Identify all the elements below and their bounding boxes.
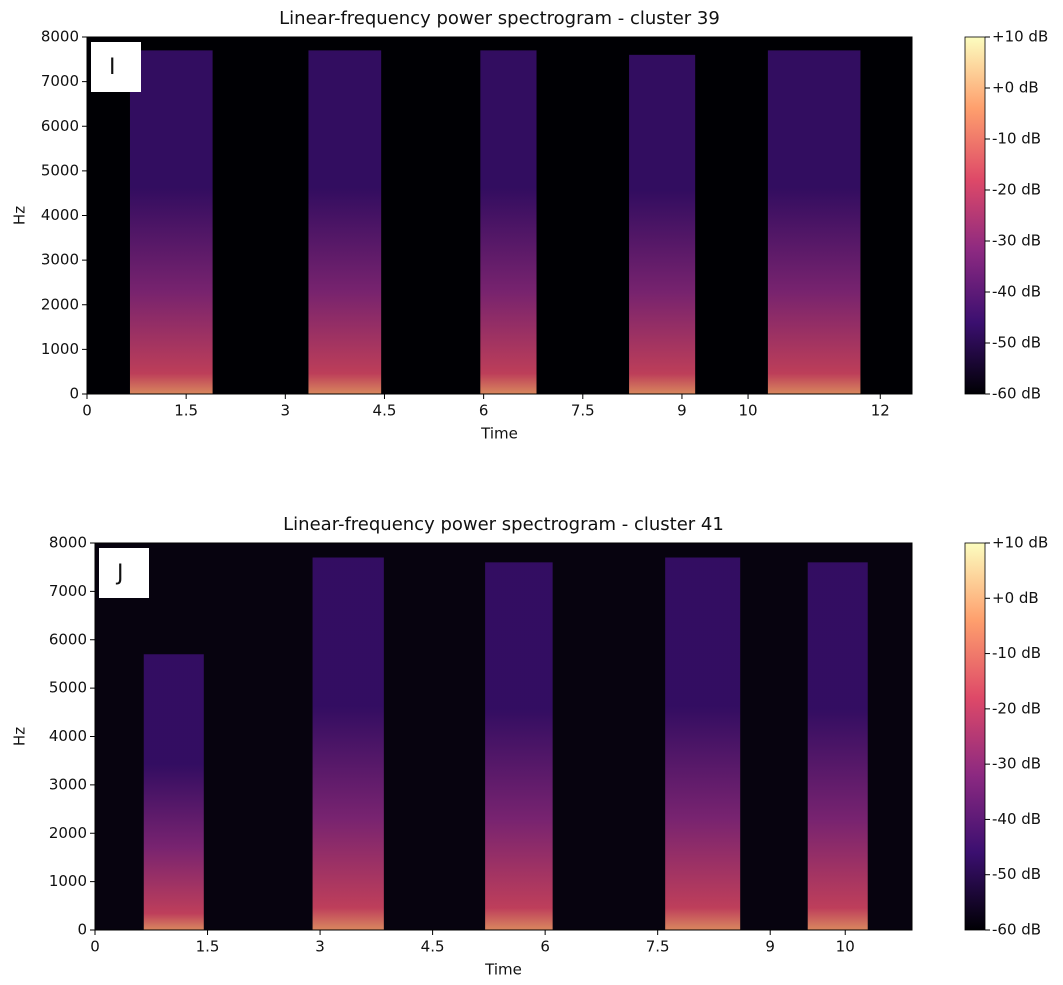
y-tick-label: 6000 bbox=[41, 117, 79, 135]
y-tick-label: 8000 bbox=[41, 28, 79, 46]
panel-label-bg bbox=[91, 42, 141, 92]
y-tick-label: 2000 bbox=[41, 295, 79, 313]
panel-label: I bbox=[109, 55, 116, 80]
colorbar-tick-label: -10 dB bbox=[992, 644, 1041, 662]
x-tick-label: 0 bbox=[82, 402, 92, 420]
colorbar-tick-label: -50 dB bbox=[992, 865, 1041, 883]
y-tick-label: 1000 bbox=[49, 872, 87, 890]
x-tick-label: 3 bbox=[315, 938, 325, 956]
y-axis-label: Hz bbox=[11, 206, 29, 225]
colorbar-tick-label: +10 dB bbox=[992, 28, 1048, 46]
panel-label: J bbox=[115, 561, 124, 586]
syllable bbox=[308, 50, 382, 394]
colorbar-tick-label: -10 dB bbox=[992, 130, 1041, 148]
x-tick-label: 12 bbox=[871, 402, 890, 420]
y-tick-label: 4000 bbox=[49, 727, 87, 745]
panel-label-box: I bbox=[91, 42, 141, 92]
colorbar-tick-label: -20 dB bbox=[992, 699, 1041, 717]
colorbar-tick-label: -30 dB bbox=[992, 232, 1041, 250]
y-tick-label: 3000 bbox=[49, 775, 87, 793]
x-tick-label: 4.5 bbox=[373, 402, 397, 420]
y-tick-label: 1000 bbox=[41, 340, 79, 358]
y-tick-label: 2000 bbox=[49, 824, 87, 842]
colorbar-tick-label: +10 dB bbox=[992, 534, 1048, 552]
syllable bbox=[629, 54, 696, 394]
syllable bbox=[312, 557, 384, 930]
panel-label-box: J bbox=[99, 548, 149, 598]
syllable bbox=[480, 50, 537, 394]
y-tick-label: 7000 bbox=[49, 582, 87, 600]
y-tick-label: 0 bbox=[77, 921, 87, 939]
x-tick-label: 3 bbox=[281, 402, 291, 420]
y-axis-label: Hz bbox=[11, 727, 29, 746]
syllable bbox=[767, 50, 861, 394]
x-tick-label: 6 bbox=[540, 938, 550, 956]
colorbar-tick-label: -40 dB bbox=[992, 283, 1041, 301]
colorbar-tick-label: +0 dB bbox=[992, 79, 1039, 97]
x-tick-label: 4.5 bbox=[421, 938, 445, 956]
colorbar-tick-label: -20 dB bbox=[992, 181, 1041, 199]
x-tick-label: 10 bbox=[836, 938, 855, 956]
chart-title: Linear-frequency power spectrogram - clu… bbox=[283, 514, 724, 535]
y-tick-label: 6000 bbox=[49, 630, 87, 648]
x-tick-label: 7.5 bbox=[646, 938, 670, 956]
syllable bbox=[485, 562, 553, 930]
syllable bbox=[143, 654, 204, 930]
colorbar-tick-label: -60 dB bbox=[992, 385, 1041, 403]
x-tick-label: 6 bbox=[479, 402, 489, 420]
y-tick-label: 0 bbox=[69, 385, 79, 403]
colorbar-tick-label: -30 dB bbox=[992, 755, 1041, 773]
x-tick-label: 7.5 bbox=[571, 402, 595, 420]
syllable bbox=[665, 557, 741, 930]
x-axis-label: Time bbox=[480, 425, 518, 443]
y-tick-label: 4000 bbox=[41, 206, 79, 224]
panel-label-bg bbox=[99, 548, 149, 598]
x-tick-label: 0 bbox=[90, 938, 100, 956]
y-tick-label: 3000 bbox=[41, 251, 79, 269]
y-tick-label: 7000 bbox=[41, 72, 79, 90]
y-tick-label: 5000 bbox=[41, 161, 79, 179]
colorbar bbox=[964, 36, 986, 395]
x-tick-label: 10 bbox=[739, 402, 758, 420]
x-tick-label: 9 bbox=[765, 938, 775, 956]
x-tick-label: 1.5 bbox=[174, 402, 198, 420]
x-axis-label: Time bbox=[484, 961, 522, 979]
y-tick-label: 5000 bbox=[49, 679, 87, 697]
syllable bbox=[807, 562, 868, 930]
x-tick-label: 1.5 bbox=[196, 938, 220, 956]
colorbar bbox=[964, 542, 986, 931]
colorbar-tick-label: +0 dB bbox=[992, 589, 1039, 607]
chart-title: Linear-frequency power spectrogram - clu… bbox=[279, 8, 720, 29]
colorbar-tick-label: -40 dB bbox=[992, 810, 1041, 828]
syllable bbox=[129, 50, 213, 394]
colorbar-tick-label: -60 dB bbox=[992, 921, 1041, 939]
x-tick-label: 9 bbox=[677, 402, 687, 420]
colorbar-tick-label: -50 dB bbox=[992, 334, 1041, 352]
y-tick-label: 8000 bbox=[49, 534, 87, 552]
